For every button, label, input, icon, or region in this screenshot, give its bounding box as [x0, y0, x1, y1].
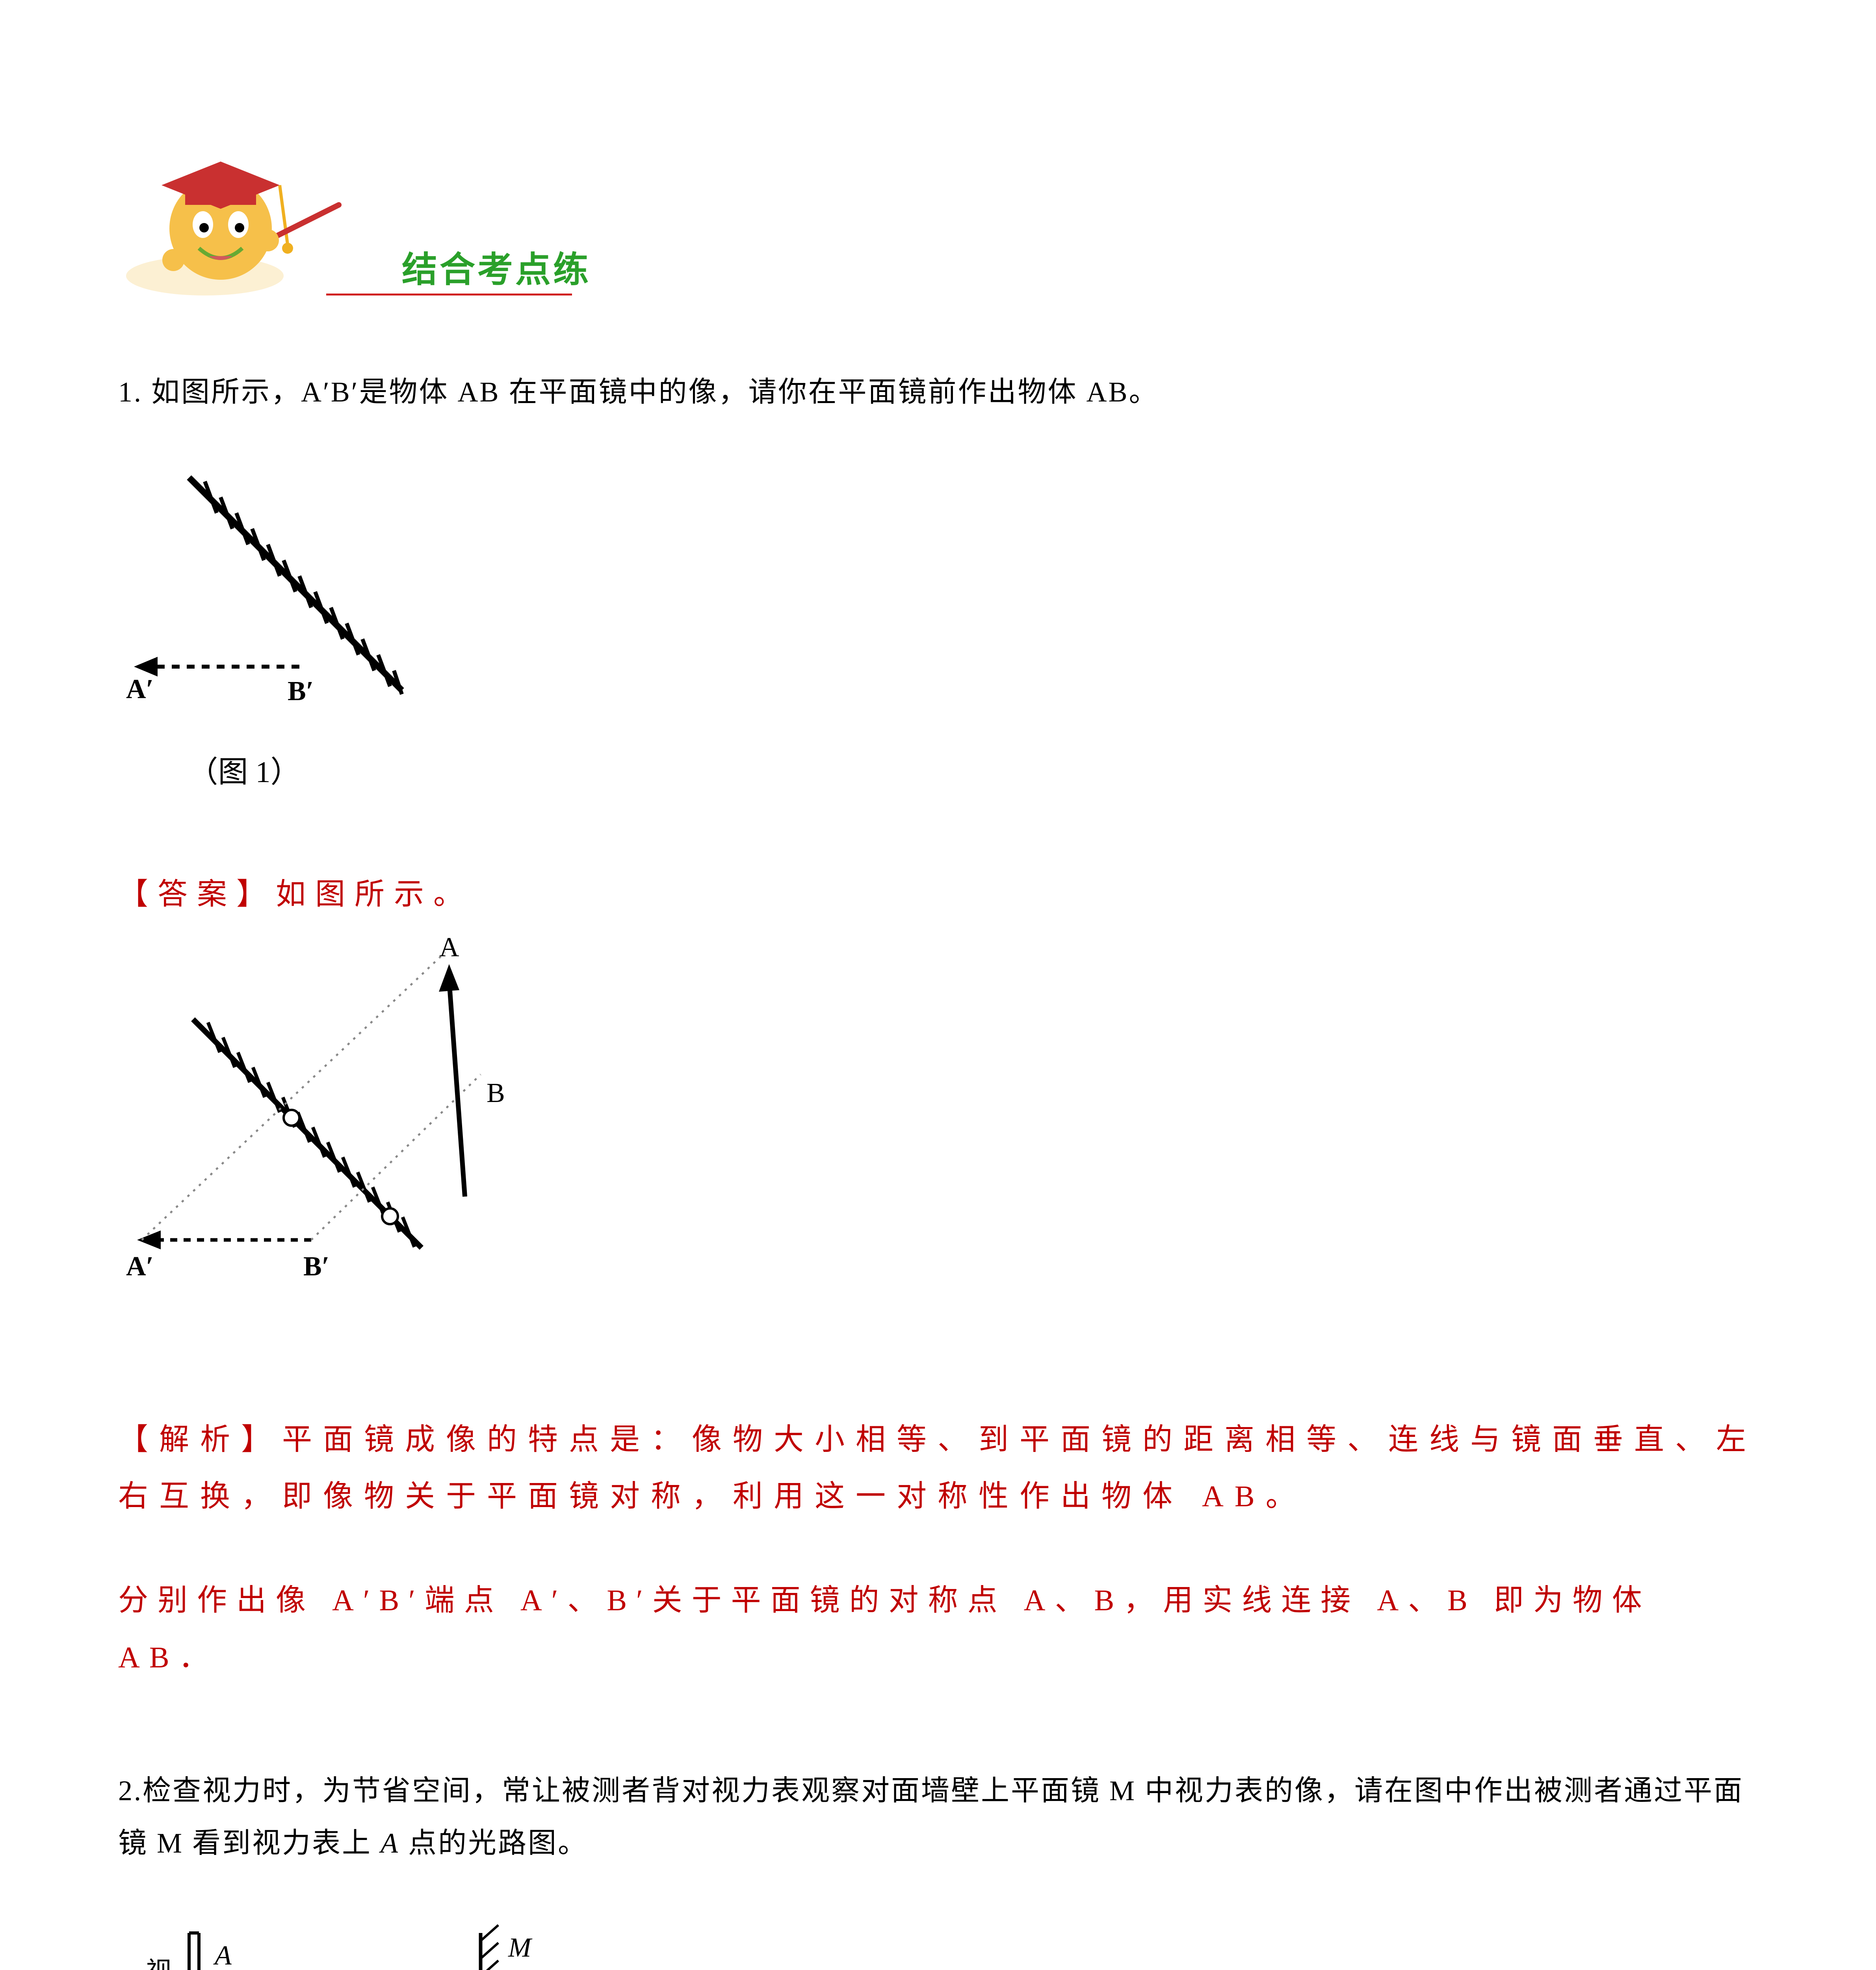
- section-header: 结合考点练: [118, 126, 1758, 299]
- q2-label-A: A: [213, 1940, 232, 1970]
- q1-figure-2: A B A′ B′: [118, 929, 1758, 1293]
- label-A-prime-2: A′: [126, 1251, 154, 1282]
- q1-explanation-2: 分别作出像 A′B′端点 A′、B′关于平面镜的对称点 A、B，用实线连接 A、…: [118, 1572, 1758, 1686]
- q2-text-A: A: [381, 1827, 399, 1859]
- q2-figure: A 视 力 表 M: [118, 1917, 1758, 1970]
- q1-figure-1: A′ B′: [118, 462, 1758, 724]
- question-1-text: 1. 如图所示，A′B′是物体 AB 在平面镜中的像，请你在平面镜前作出物体 A…: [118, 370, 1758, 414]
- q1-figure-1-caption: （图 1）: [118, 747, 370, 791]
- q2-text-part1: 2.检查视力时，为节省空间，常让被测者背对视力表观察对面墙壁上平面镜 M 中视力…: [118, 1775, 1744, 1859]
- q2-text-part2: 点的光路图。: [399, 1827, 588, 1859]
- label-B-prime-2: B′: [303, 1251, 329, 1282]
- graduate-icon: [118, 126, 418, 299]
- label-A: A: [439, 932, 459, 963]
- label-B: B: [487, 1078, 505, 1108]
- q1-explanation-1: 【解析】平面镜成像的特点是：像物大小相等、到平面镜的距离相等、连线与镜面垂直、左…: [118, 1411, 1758, 1525]
- q2-label-M: M: [508, 1933, 533, 1963]
- q1-answer-label: 【答案】如图所示。: [118, 870, 1758, 913]
- label-A-prime: A′: [126, 674, 154, 704]
- question-2-text: 2.检查视力时，为节省空间，常让被测者背对视力表观察对面墙壁上平面镜 M 中视力…: [118, 1765, 1758, 1870]
- label-B-prime: B′: [288, 676, 314, 706]
- section-label: 结合考点练: [402, 241, 591, 296]
- q2-chart-char-1: 视: [146, 1957, 172, 1970]
